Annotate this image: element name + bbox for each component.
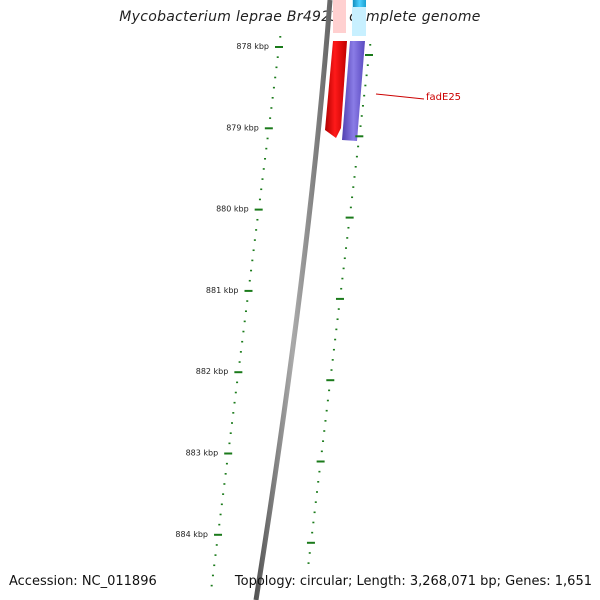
gene-feature-fadE25 (342, 41, 365, 141)
tick-label: 883 kbp (186, 449, 219, 458)
accession-text: Accession: NC_011896 (9, 574, 157, 589)
gene-feature-top-cyan (352, 0, 366, 36)
gene-feature-forward (325, 41, 347, 138)
gene-feature-cyan (353, 0, 366, 7)
left-tick-track (210, 36, 283, 587)
genome-info-text: Topology: circular; Length: 3,268,071 bp… (234, 574, 592, 589)
tick-label: 881 kbp (206, 286, 239, 295)
tick-label: 882 kbp (196, 367, 229, 376)
gene-label-leader (375, 93, 425, 100)
tick-labels: 878 kbp 879 kbp 880 kbp 881 kbp 882 kbp 883 k… (175, 42, 269, 539)
tick-label: 884 kbp (175, 530, 208, 539)
tick-label: 878 kbp (236, 42, 269, 51)
tick-label: 880 kbp (216, 205, 249, 214)
genome-title: Mycobacterium leprae Br4923, complete ge… (119, 9, 481, 25)
gene-label-fadE25: fadE25 (426, 92, 461, 103)
genome-backbone (253, 0, 333, 600)
gene-feature-top-red (333, 0, 346, 33)
right-tick-track (306, 44, 373, 564)
tick-label: 879 kbp (226, 123, 259, 132)
